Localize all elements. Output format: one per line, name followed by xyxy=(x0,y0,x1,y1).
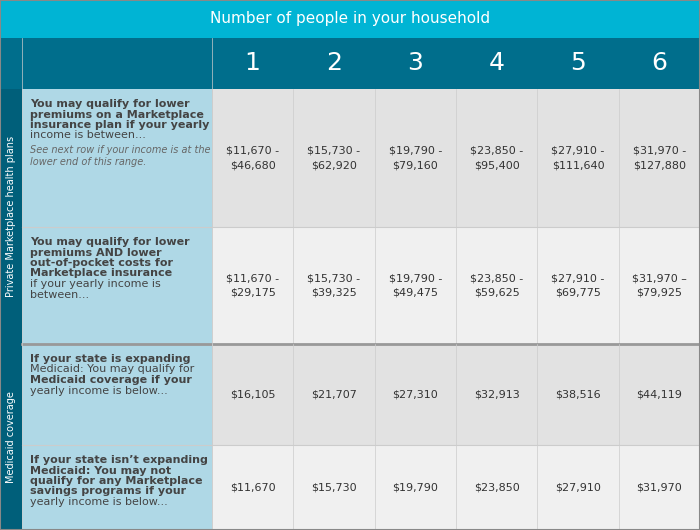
Text: $19,790 -
$49,475: $19,790 - $49,475 xyxy=(389,273,442,298)
Text: Medicaid coverage: Medicaid coverage xyxy=(6,391,16,483)
Bar xyxy=(619,344,700,445)
Text: Number of people in your household: Number of people in your household xyxy=(210,12,490,26)
Text: 3: 3 xyxy=(407,51,424,75)
Text: $11,670 -
$29,175: $11,670 - $29,175 xyxy=(226,273,279,298)
Bar xyxy=(619,89,700,227)
Text: $19,790 -
$79,160: $19,790 - $79,160 xyxy=(389,146,442,171)
Bar xyxy=(619,227,700,344)
Text: $15,730: $15,730 xyxy=(312,482,357,492)
Text: You may qualify for lower: You may qualify for lower xyxy=(30,99,190,109)
Bar xyxy=(293,227,375,344)
Text: Marketplace insurance: Marketplace insurance xyxy=(30,269,172,278)
Bar xyxy=(212,89,293,227)
Text: If your state isn’t expanding: If your state isn’t expanding xyxy=(30,455,208,465)
Text: $19,790: $19,790 xyxy=(393,482,438,492)
Text: $15,730 -
$62,920: $15,730 - $62,920 xyxy=(307,146,360,171)
Bar xyxy=(22,227,212,344)
Text: $27,310: $27,310 xyxy=(393,390,438,400)
Bar xyxy=(293,445,375,530)
Text: See next row if your income is at the
lower end of this range.: See next row if your income is at the lo… xyxy=(30,145,211,167)
Text: $23,850: $23,850 xyxy=(474,482,519,492)
Bar xyxy=(456,344,538,445)
Text: premiums on a Marketplace: premiums on a Marketplace xyxy=(30,110,204,119)
Bar xyxy=(456,89,538,227)
Text: $23,850 -
$95,400: $23,850 - $95,400 xyxy=(470,146,524,171)
Bar xyxy=(22,344,212,445)
Text: $27,910 -
$111,640: $27,910 - $111,640 xyxy=(552,146,605,171)
Text: insurance plan if your yearly: insurance plan if your yearly xyxy=(30,120,209,130)
Text: $32,913: $32,913 xyxy=(474,390,519,400)
Bar xyxy=(212,445,293,530)
Text: 4: 4 xyxy=(489,51,505,75)
Bar xyxy=(0,89,22,344)
Text: Medicaid: You may not: Medicaid: You may not xyxy=(30,465,171,475)
Text: $21,707: $21,707 xyxy=(311,390,357,400)
Bar xyxy=(212,344,293,445)
Text: income is between...: income is between... xyxy=(30,130,146,140)
Bar xyxy=(374,445,456,530)
Bar xyxy=(0,344,22,530)
Text: $31,970 -
$127,880: $31,970 - $127,880 xyxy=(633,146,686,171)
Text: $11,670 -
$46,680: $11,670 - $46,680 xyxy=(226,146,279,171)
Text: $11,670: $11,670 xyxy=(230,482,276,492)
Text: yearly income is below...: yearly income is below... xyxy=(30,385,168,395)
Bar xyxy=(538,445,619,530)
Text: $23,850 -
$59,625: $23,850 - $59,625 xyxy=(470,273,524,298)
Text: $44,119: $44,119 xyxy=(636,390,682,400)
Text: $31,970 –
$79,925: $31,970 – $79,925 xyxy=(632,273,687,298)
Text: 2: 2 xyxy=(326,51,342,75)
Bar xyxy=(374,227,456,344)
Bar xyxy=(538,227,619,344)
Text: If your state is expanding: If your state is expanding xyxy=(30,354,190,364)
Text: qualify for any Marketplace: qualify for any Marketplace xyxy=(30,476,202,486)
Bar xyxy=(619,445,700,530)
Text: $15,730 -
$39,325: $15,730 - $39,325 xyxy=(307,273,360,298)
Bar xyxy=(538,89,619,227)
Text: 6: 6 xyxy=(651,51,667,75)
Text: Medicaid coverage if your: Medicaid coverage if your xyxy=(30,375,192,385)
Bar xyxy=(538,344,619,445)
Bar xyxy=(22,445,212,530)
Text: yearly income is below...: yearly income is below... xyxy=(30,497,168,507)
Bar xyxy=(293,89,375,227)
Text: 5: 5 xyxy=(570,51,586,75)
Text: Private Marketplace health plans: Private Marketplace health plans xyxy=(6,136,16,297)
Bar xyxy=(456,445,538,530)
Text: Medicaid: You may qualify for: Medicaid: You may qualify for xyxy=(30,365,195,375)
Bar xyxy=(22,89,212,227)
Text: $38,516: $38,516 xyxy=(555,390,601,400)
Text: You may qualify for lower: You may qualify for lower xyxy=(30,237,190,247)
Bar xyxy=(0,0,700,38)
Text: $16,105: $16,105 xyxy=(230,390,275,400)
Text: between...: between... xyxy=(30,289,89,299)
Bar xyxy=(456,227,538,344)
Text: out-of-pocket costs for: out-of-pocket costs for xyxy=(30,258,173,268)
Text: $27,910 -
$69,775: $27,910 - $69,775 xyxy=(552,273,605,298)
Bar xyxy=(0,38,700,89)
Bar xyxy=(374,89,456,227)
Text: if your yearly income is: if your yearly income is xyxy=(30,279,161,289)
Text: 1: 1 xyxy=(245,51,260,75)
Bar xyxy=(374,344,456,445)
Bar xyxy=(212,227,293,344)
Text: $27,910: $27,910 xyxy=(555,482,601,492)
Text: premiums AND lower: premiums AND lower xyxy=(30,248,162,258)
Text: savings programs if your: savings programs if your xyxy=(30,487,186,497)
Bar xyxy=(293,344,375,445)
Text: $31,970: $31,970 xyxy=(636,482,682,492)
